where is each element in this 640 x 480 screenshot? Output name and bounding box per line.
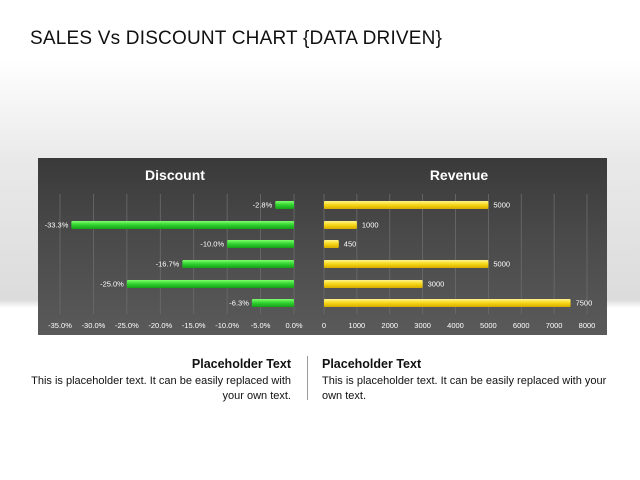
discount-tick-label: -20.0% <box>148 321 172 330</box>
discount-tick-label: -15.0% <box>182 321 206 330</box>
discount-data-label: -33.3% <box>45 221 69 230</box>
revenue-bar <box>324 260 489 268</box>
revenue-tick-label: 2000 <box>381 321 398 330</box>
revenue-bar <box>324 201 489 209</box>
chart-svg: Discount -35.0% -30.0% -25.0% -20.0% -15.0% -1… <box>45 167 596 330</box>
discount-tick-label: -10.0% <box>215 321 239 330</box>
revenue-data-label: 450 <box>344 240 357 249</box>
revenue-tick-label: 1000 <box>349 321 366 330</box>
discount-bar <box>227 240 294 248</box>
revenue-tick-label: 4000 <box>447 321 464 330</box>
revenue-tick-label: 5000 <box>480 321 497 330</box>
discount-tick-label: -25.0% <box>115 321 139 330</box>
discount-bar <box>126 280 294 288</box>
discount-tick-label: -35.0% <box>48 321 72 330</box>
revenue-data-label: 3000 <box>428 280 445 289</box>
revenue-bar <box>324 280 423 288</box>
revenue-bar <box>324 221 357 229</box>
caption-left-body: This is placeholder text. It can be easi… <box>31 375 291 402</box>
revenue-data-label: 7500 <box>576 299 593 308</box>
revenue-data-label: 1000 <box>362 221 379 230</box>
revenue-data-label: 5000 <box>493 260 510 269</box>
discount-data-label: -6.3% <box>229 299 249 308</box>
discount-tick-label: -5.0% <box>251 321 271 330</box>
discount-bar <box>71 221 294 229</box>
discount-data-label: -2.8% <box>253 201 273 210</box>
caption-right-heading: Placeholder Text <box>322 357 422 371</box>
discount-chart-title: Discount <box>145 167 205 183</box>
discount-data-label: -25.0% <box>100 280 124 289</box>
revenue-tick-label: 0 <box>322 321 326 330</box>
discount-bar <box>275 201 294 209</box>
caption-left-heading: Placeholder Text <box>191 357 291 371</box>
slide-title: SALES Vs DISCOUNT CHART {DATA DRIVEN} <box>30 28 443 49</box>
discount-bar <box>182 260 294 268</box>
revenue-chart-title: Revenue <box>430 167 489 183</box>
revenue-bar <box>324 299 571 307</box>
caption-left: Placeholder Text This is placeholder tex… <box>31 357 291 404</box>
revenue-tick-label: 3000 <box>414 321 431 330</box>
revenue-tick-label: 8000 <box>579 321 596 330</box>
caption-right-body: This is placeholder text. It can be easi… <box>322 375 607 402</box>
discount-tick-label: 0.0% <box>285 321 302 330</box>
caption-right: Placeholder Text This is placeholder tex… <box>322 357 612 404</box>
revenue-tick-label: 7000 <box>546 321 563 330</box>
discount-tick-label: -30.0% <box>82 321 106 330</box>
revenue-tick-label: 6000 <box>513 321 530 330</box>
discount-data-label: -16.7% <box>156 260 180 269</box>
revenue-bar <box>324 240 339 248</box>
caption-divider <box>307 356 308 400</box>
discount-bar <box>251 299 294 307</box>
chart-panel: Discount -35.0% -30.0% -25.0% -20.0% -15.0% -1… <box>38 158 607 335</box>
discount-data-label: -10.0% <box>200 240 224 249</box>
revenue-data-label: 5000 <box>493 201 510 210</box>
